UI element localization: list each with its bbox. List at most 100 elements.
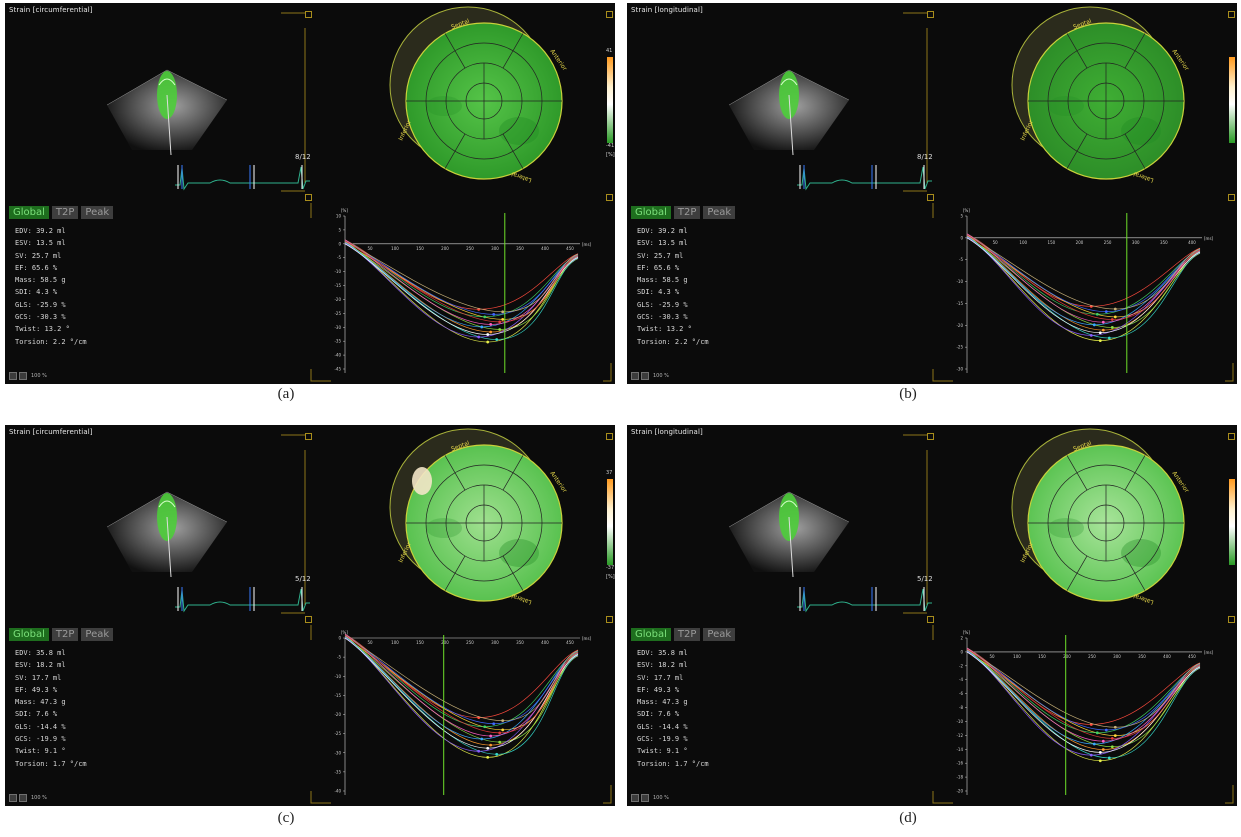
tab-peak[interactable]: Peak <box>81 628 114 641</box>
heart-3d-view[interactable] <box>719 55 859 165</box>
segment-strain-curve <box>966 233 1201 323</box>
x-tick-label: 50 <box>993 240 999 245</box>
scale-max-label: 37 <box>606 470 613 476</box>
strain-curve-graph[interactable]: 0 -5 -10 -15 -20 -25 -30 -35 -40 50 100 150 200 250 30… <box>325 630 595 805</box>
frame-corner-marker[interactable] <box>606 11 613 18</box>
x-tick-label: 350 <box>516 246 524 251</box>
tab-peak[interactable]: Peak <box>703 206 736 219</box>
pane-title: Strain [longitudinal] <box>631 6 703 14</box>
frame-corner-marker[interactable] <box>927 11 934 18</box>
heart-3d-view[interactable] <box>97 477 237 587</box>
viewport-frame <box>903 12 1234 382</box>
y-tick-label: 0 <box>338 241 341 246</box>
segment-strain-curve <box>966 234 1201 341</box>
stat-row: Twist: 9.1 ° <box>15 747 66 756</box>
y-tick-label: -35 <box>334 339 341 344</box>
peak-marker <box>480 737 484 741</box>
x-unit-label: [ms] <box>582 242 592 247</box>
frame-corner-marker[interactable] <box>305 194 312 201</box>
peak-marker <box>1113 725 1117 729</box>
peak-marker <box>498 740 502 744</box>
stat-row: SV: 17.7 ml <box>637 673 684 682</box>
ecg-trace[interactable] <box>792 585 932 615</box>
x-tick-label: 100 <box>1013 654 1021 659</box>
x-tick-label: 200 <box>441 246 449 251</box>
panel-caption: (b) <box>899 386 917 402</box>
color-scale-bar <box>1229 479 1235 565</box>
ecg-trace[interactable] <box>792 163 932 193</box>
zoom-out-button[interactable] <box>631 794 639 802</box>
frame-corner-marker[interactable] <box>1228 11 1235 18</box>
frame-corner-marker[interactable] <box>305 616 312 623</box>
heart-3d-view[interactable] <box>97 55 237 165</box>
stat-row: EDV: 35.8 ml <box>15 649 66 657</box>
stat-row: Mass: 58.5 g <box>637 276 688 285</box>
zoom-level: 100 % <box>653 795 669 801</box>
ecg-trace[interactable] <box>170 163 310 193</box>
tab-t2p[interactable]: T2P <box>51 206 79 219</box>
frame-corner-marker[interactable] <box>606 616 613 623</box>
zoom-in-button[interactable] <box>19 372 27 380</box>
tab-t2p[interactable]: T2P <box>51 628 79 641</box>
stat-row: EF: 65.6 % <box>637 263 680 272</box>
segment-strain-curve <box>966 234 1201 320</box>
frame-corner-marker[interactable] <box>1228 616 1235 623</box>
peak-marker <box>1098 331 1102 335</box>
tab-peak[interactable]: Peak <box>81 206 114 219</box>
frame-corner-marker[interactable] <box>305 11 312 18</box>
segment-strain-curve <box>966 235 1201 339</box>
frame-counter: 5/12 <box>917 575 933 583</box>
y-tick-label: -16 <box>956 761 963 766</box>
y-tick-label: 0 <box>960 235 963 240</box>
y-unit-label: [%] <box>963 208 970 213</box>
peak-marker <box>1110 737 1114 740</box>
zoom-out-button[interactable] <box>631 372 639 380</box>
frame-corner-marker[interactable] <box>927 433 934 440</box>
tab-t2p[interactable]: T2P <box>673 206 701 219</box>
zoom-out-button[interactable] <box>9 372 17 380</box>
segment-strain-curve <box>344 634 579 758</box>
zoom-in-button[interactable] <box>19 794 27 802</box>
scale-unit-label: [%] <box>606 152 615 158</box>
frame-corner-marker[interactable] <box>1228 194 1235 201</box>
ecg-trace[interactable] <box>170 585 310 615</box>
peak-marker <box>1107 336 1111 340</box>
tab-peak[interactable]: Peak <box>703 628 736 641</box>
peak-marker <box>501 310 505 314</box>
frame-corner-marker[interactable] <box>1228 433 1235 440</box>
zoom-in-button[interactable] <box>641 372 649 380</box>
view-tabs: Global T2P Peak <box>9 628 114 641</box>
tab-global[interactable]: Global <box>9 206 49 219</box>
zoom-level: 100 % <box>31 795 47 801</box>
tab-global[interactable]: Global <box>9 628 49 641</box>
frame-counter: 5/12 <box>295 575 311 583</box>
frame-corner-marker[interactable] <box>606 194 613 201</box>
strain-curve-graph[interactable]: 2 0 -2 -4 -6 -8 -10 -12 -14 -16 -18 -20 50 100 150 200 2… <box>947 630 1217 805</box>
panel-caption: (c) <box>277 810 295 826</box>
tab-global[interactable]: Global <box>631 206 671 219</box>
heart-3d-view[interactable] <box>719 477 859 587</box>
zoom-controls: 100 % <box>631 794 669 802</box>
zoom-out-button[interactable] <box>9 794 17 802</box>
y-tick-label: -15 <box>956 301 963 306</box>
stat-row: GLS: -25.9 % <box>15 300 66 309</box>
zoom-in-button[interactable] <box>641 794 649 802</box>
panel-d: Strain [longitudinal] 5/12 Septal Anterior I… <box>627 425 1237 806</box>
frame-corner-marker[interactable] <box>606 433 613 440</box>
stat-row: EF: 49.3 % <box>15 685 58 694</box>
segment-strain-curve <box>966 649 1201 750</box>
tab-global[interactable]: Global <box>631 628 671 641</box>
frame-corner-marker[interactable] <box>927 616 934 623</box>
x-tick-label: 350 <box>1138 654 1146 659</box>
tab-t2p[interactable]: T2P <box>673 628 701 641</box>
y-tick-label: 0 <box>960 649 963 654</box>
frame-corner-marker[interactable] <box>927 194 934 201</box>
frame-corner-marker[interactable] <box>305 433 312 440</box>
segment-strain-curve <box>344 239 579 325</box>
